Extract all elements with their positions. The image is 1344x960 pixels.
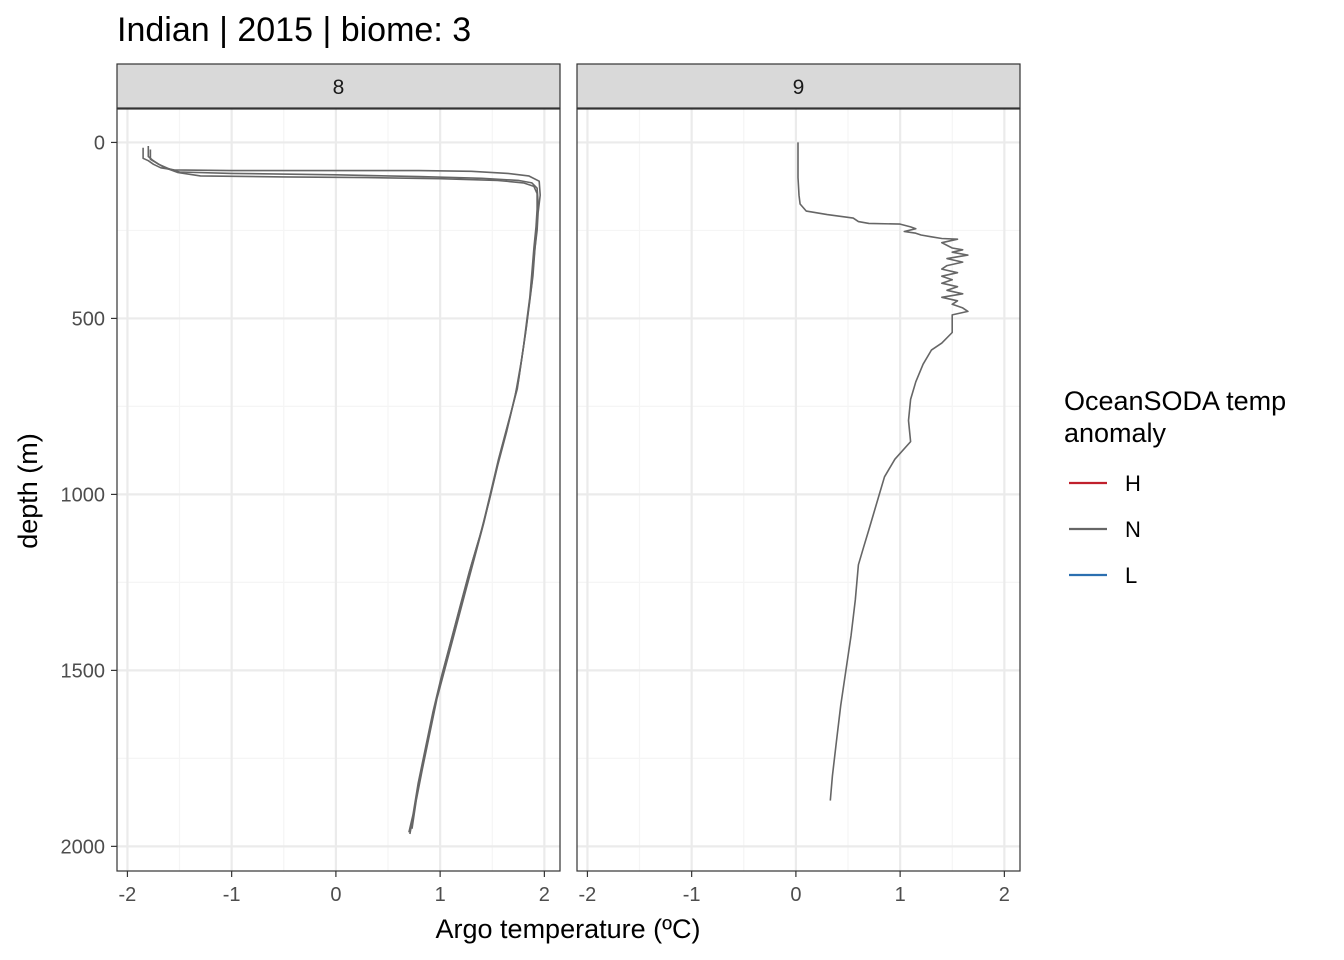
- legend-label-H: H: [1125, 471, 1141, 496]
- legend-items: HNL: [1069, 471, 1141, 588]
- facet-panel-8: 8 -2 -1 0 1 2 0 500 1000 1500 2000: [61, 63, 561, 906]
- y-tick-label: 1500: [61, 660, 106, 682]
- panel-background: [117, 109, 560, 871]
- x-tick-label: 1: [895, 884, 906, 906]
- legend: OceanSODA temp anomaly HNL: [1064, 386, 1286, 588]
- legend-title-line-2: anomaly: [1064, 418, 1167, 448]
- legend-label-L: L: [1125, 563, 1137, 588]
- panel-background: [577, 109, 1020, 871]
- profile-line-N: [149, 149, 538, 829]
- legend-title-line-1: OceanSODA temp: [1064, 386, 1286, 416]
- x-axis-title: Argo temperature (ºC): [436, 914, 701, 944]
- facet-strip: [116, 63, 561, 109]
- y-axis-title: depth (m): [13, 433, 43, 549]
- x-tick-label: 1: [435, 884, 446, 906]
- facet-panels: 8 -2 -1 0 1 2 0 500 1000 1500 2000 9 -2 -1 0 1 2: [61, 63, 1021, 906]
- x-tick-label: -2: [579, 884, 597, 906]
- y-tick-label: 1000: [61, 484, 106, 506]
- x-tick-label: -2: [119, 884, 137, 906]
- x-tick-label: 0: [790, 884, 801, 906]
- y-tick-label: 2000: [61, 836, 106, 858]
- panel-border: [116, 108, 561, 872]
- y-tick-label: 500: [72, 308, 105, 330]
- x-tick-label: 0: [330, 884, 341, 906]
- y-tick-label: 0: [94, 132, 105, 154]
- facet-strip: [576, 63, 1021, 109]
- x-tick-label: -1: [683, 884, 701, 906]
- x-tick-label: 2: [539, 884, 550, 906]
- x-tick-label: -1: [223, 884, 241, 906]
- facet-strip-label: 8: [333, 76, 345, 99]
- legend-label-N: N: [1125, 517, 1141, 542]
- facet-strip-label: 9: [793, 76, 805, 99]
- x-tick-label: 2: [999, 884, 1010, 906]
- panel-border: [576, 108, 1021, 872]
- facet-panel-9: 9 -2 -1 0 1 2: [576, 63, 1021, 906]
- profile-line-N: [147, 146, 539, 833]
- profile-line-N: [797, 142, 969, 801]
- chart-title: Indian | 2015 | biome: 3: [117, 11, 471, 49]
